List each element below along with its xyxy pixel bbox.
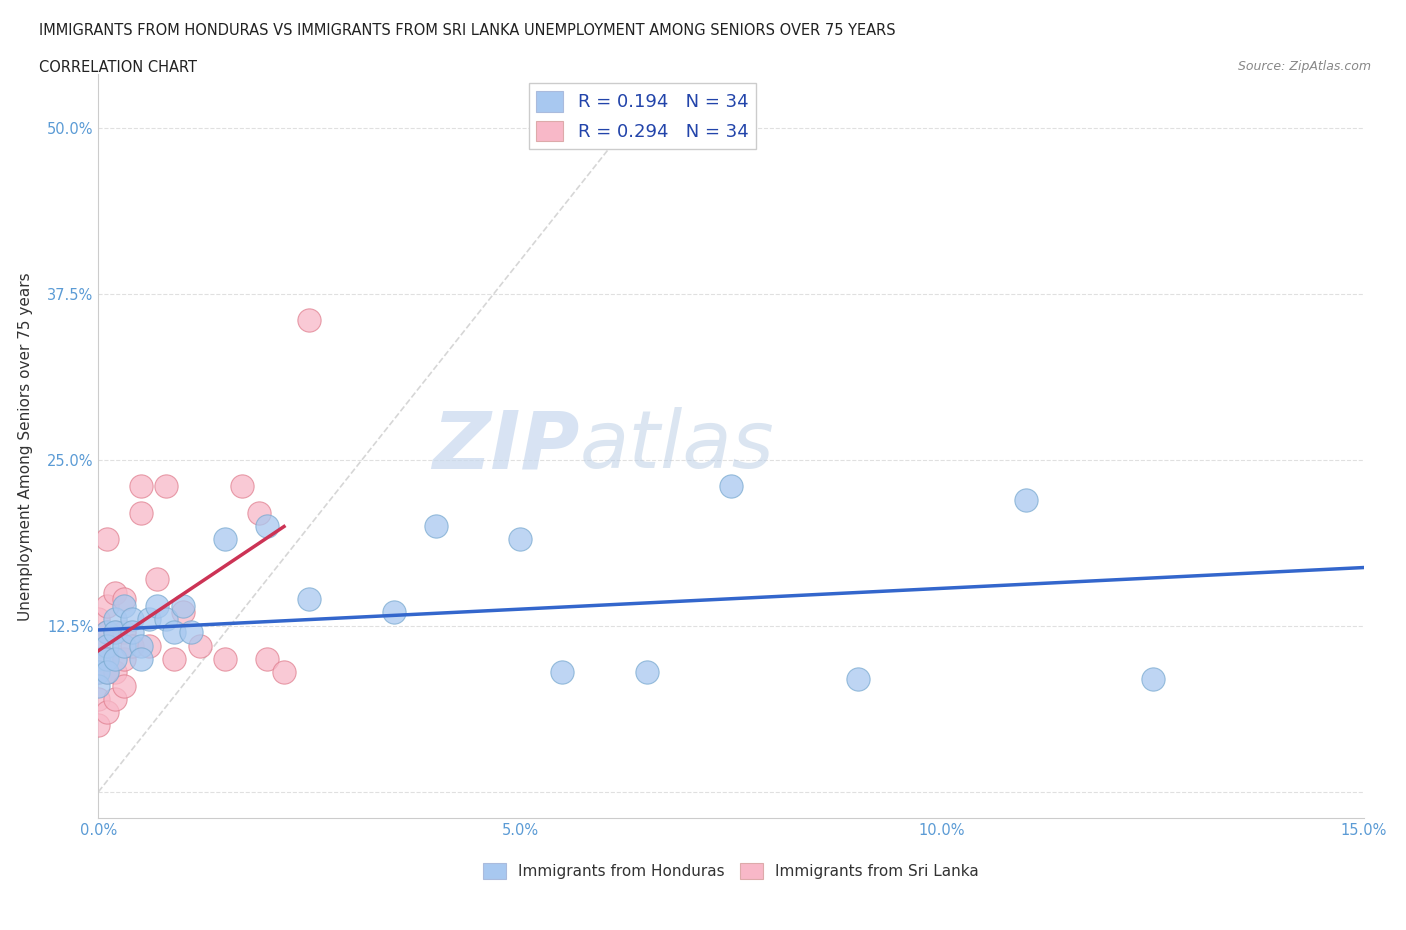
Point — [96, 638, 118, 653]
Text: IMMIGRANTS FROM HONDURAS VS IMMIGRANTS FROM SRI LANKA UNEMPLOYMENT AMONG SENIORS: IMMIGRANTS FROM HONDURAS VS IMMIGRANTS F… — [39, 23, 896, 38]
Point — [256, 519, 278, 534]
Point — [214, 532, 236, 547]
Point — [636, 665, 658, 680]
Point — [172, 598, 194, 613]
Point — [720, 479, 742, 494]
Point — [112, 625, 135, 640]
Point — [180, 625, 202, 640]
Point — [96, 625, 118, 640]
Point — [138, 638, 160, 653]
Point — [104, 585, 127, 600]
Point — [121, 625, 143, 640]
Point — [551, 665, 574, 680]
Point — [188, 638, 211, 653]
Point — [155, 612, 177, 627]
Point — [87, 665, 110, 680]
Legend: Immigrants from Honduras, Immigrants from Sri Lanka: Immigrants from Honduras, Immigrants fro… — [477, 857, 986, 885]
Point — [273, 665, 295, 680]
Point — [112, 638, 135, 653]
Point — [104, 691, 127, 706]
Point — [104, 665, 127, 680]
Text: atlas: atlas — [579, 407, 775, 485]
Point — [87, 718, 110, 733]
Point — [172, 605, 194, 620]
Point — [96, 652, 118, 667]
Point — [382, 605, 405, 620]
Point — [112, 678, 135, 693]
Point — [256, 652, 278, 667]
Point — [87, 638, 110, 653]
Point — [129, 505, 152, 520]
Point — [87, 691, 110, 706]
Point — [121, 612, 143, 627]
Text: ZIP: ZIP — [432, 407, 579, 485]
Point — [214, 652, 236, 667]
Point — [129, 652, 152, 667]
Point — [104, 612, 127, 627]
Point — [509, 532, 531, 547]
Point — [96, 665, 118, 680]
Point — [146, 572, 169, 587]
Point — [112, 652, 135, 667]
Point — [129, 479, 152, 494]
Text: Source: ZipAtlas.com: Source: ZipAtlas.com — [1237, 60, 1371, 73]
Point — [87, 612, 110, 627]
Point — [155, 479, 177, 494]
Point — [129, 638, 152, 653]
Point — [247, 505, 270, 520]
Point — [1015, 492, 1038, 507]
Point — [425, 519, 447, 534]
Point — [96, 625, 118, 640]
Point — [138, 612, 160, 627]
Point — [96, 532, 118, 547]
Point — [96, 652, 118, 667]
Point — [146, 598, 169, 613]
Point — [87, 678, 110, 693]
Point — [846, 671, 869, 686]
Point — [231, 479, 253, 494]
Point — [87, 665, 110, 680]
Point — [96, 665, 118, 680]
Y-axis label: Unemployment Among Seniors over 75 years: Unemployment Among Seniors over 75 years — [18, 272, 34, 620]
Point — [104, 625, 127, 640]
Text: CORRELATION CHART: CORRELATION CHART — [39, 60, 197, 75]
Point — [1142, 671, 1164, 686]
Point — [104, 625, 127, 640]
Point — [112, 598, 135, 613]
Point — [96, 598, 118, 613]
Point — [163, 652, 186, 667]
Point — [163, 625, 186, 640]
Point — [87, 652, 110, 667]
Point — [112, 591, 135, 606]
Point — [298, 312, 321, 327]
Point — [96, 705, 118, 720]
Point — [121, 638, 143, 653]
Point — [104, 652, 127, 667]
Point — [298, 591, 321, 606]
